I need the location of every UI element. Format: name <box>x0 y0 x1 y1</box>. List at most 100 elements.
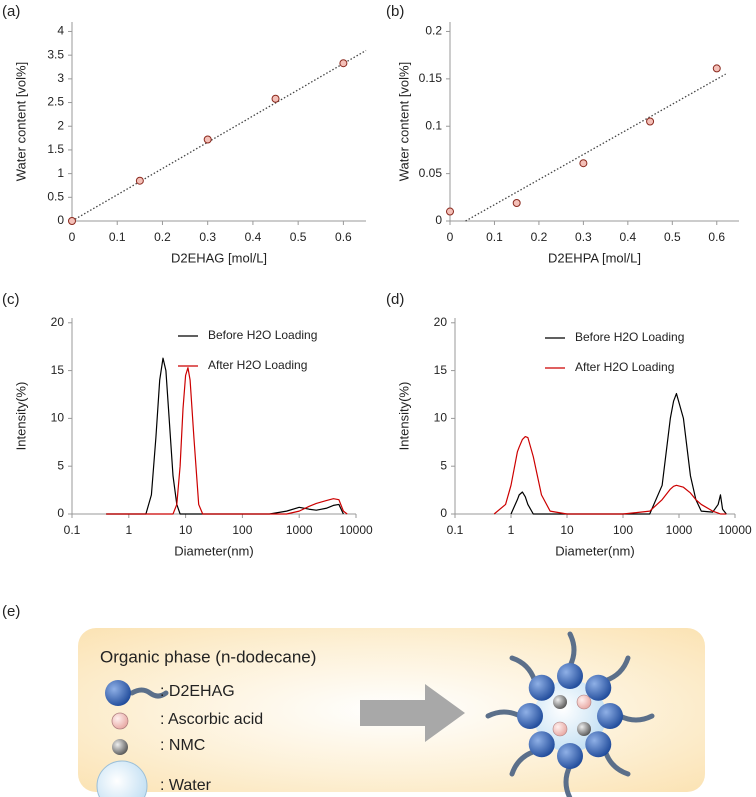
ascorbic-acid <box>576 694 592 710</box>
x-tick-label: 100 <box>613 523 633 537</box>
x-tick-label: 0.1 <box>486 230 503 244</box>
x-tick-label: 0 <box>69 230 76 244</box>
x-tick-label: 10 <box>560 523 574 537</box>
x-axis-label: D2EHPA [mol/L] <box>548 250 641 265</box>
y-tick-label: 4 <box>57 24 64 38</box>
x-tick-label: 0.1 <box>447 523 464 537</box>
data-point <box>203 135 212 144</box>
legend-label: After H2O Loading <box>575 360 674 374</box>
y-tick-label: 0.1 <box>425 118 442 132</box>
x-tick-label: 10000 <box>718 523 752 537</box>
y-axis-label: Intensity(%) <box>13 382 28 451</box>
legend-text: : NMC <box>160 737 205 754</box>
surfactant-head <box>597 703 623 729</box>
x-tick-label: 0 <box>447 230 454 244</box>
y-tick-label: 0.5 <box>47 189 64 203</box>
series-line <box>106 357 344 515</box>
surfactant-head <box>557 743 583 769</box>
panel-label: (a) <box>2 3 20 20</box>
y-tick-label: 1.5 <box>47 142 64 156</box>
x-tick-label: 0.6 <box>708 230 725 244</box>
data-point <box>646 117 655 126</box>
y-axis-label: Water content [vol%] <box>13 62 28 181</box>
ascorbic-icon <box>111 712 129 730</box>
y-tick-label: 2.5 <box>47 95 64 109</box>
x-tick-label: 10000 <box>339 523 373 537</box>
y-tick-label: 5 <box>57 458 64 472</box>
legend-label: Before H2O Loading <box>575 330 684 344</box>
y-tick-label: 0 <box>57 506 64 520</box>
surfactant-head <box>585 731 612 758</box>
trendline <box>71 49 367 222</box>
y-tick-label: 0 <box>435 213 442 227</box>
water-icon <box>96 760 148 797</box>
series-line <box>493 435 727 515</box>
y-tick-label: 3.5 <box>47 47 64 61</box>
tail-icon <box>129 687 169 699</box>
data-point <box>271 94 280 103</box>
y-tick-label: 10 <box>434 411 448 425</box>
x-tick-label: 0.1 <box>109 230 126 244</box>
x-axis-label: Diameter(nm) <box>555 543 634 558</box>
x-tick-label: 10 <box>179 523 193 537</box>
micelle <box>485 631 655 797</box>
data-point <box>339 59 348 68</box>
x-tick-label: 0.3 <box>575 230 592 244</box>
surfactant-head <box>517 703 543 729</box>
diagram: (e) Organic phase (n-dodecane) : D2EHAG … <box>2 603 705 797</box>
y-tick-label: 0 <box>440 506 447 520</box>
d2ehag-icon <box>105 680 131 706</box>
trendline <box>465 73 726 222</box>
x-tick-label: 0.2 <box>154 230 171 244</box>
x-tick-label: 0.4 <box>245 230 262 244</box>
legend-label: Before H2O Loading <box>208 328 317 342</box>
series-line <box>106 367 348 515</box>
y-tick-label: 20 <box>51 315 65 329</box>
y-tick-label: 0.2 <box>425 24 442 38</box>
x-axis-label: D2EHAG [mol/L] <box>171 250 267 265</box>
surfactant-head <box>585 674 612 701</box>
x-tick-label: 1000 <box>286 523 313 537</box>
arrow <box>360 684 465 742</box>
y-tick-label: 1 <box>57 166 64 180</box>
legend-text: : Ascorbic acid <box>160 711 263 728</box>
surfactant-head <box>528 731 555 758</box>
x-tick-label: 100 <box>232 523 252 537</box>
y-tick-label: 15 <box>434 363 448 377</box>
x-tick-label: 0.6 <box>335 230 352 244</box>
legend-text: : Water <box>160 777 212 794</box>
surfactant-head <box>557 663 583 689</box>
x-tick-label: 0.4 <box>620 230 637 244</box>
y-tick-label: 3 <box>57 71 64 85</box>
nmc <box>577 722 591 736</box>
panel-label: (c) <box>2 291 20 308</box>
y-axis-label: Intensity(%) <box>396 382 411 451</box>
diagram-title: Organic phase (n-dodecane) <box>100 647 316 666</box>
x-tick-label: 0.2 <box>531 230 548 244</box>
y-tick-label: 0.05 <box>419 166 443 180</box>
nmc <box>553 695 567 709</box>
x-tick-label: 0.5 <box>664 230 681 244</box>
y-tick-label: 10 <box>51 411 65 425</box>
y-tick-label: 0.15 <box>419 71 443 85</box>
x-tick-label: 1 <box>125 523 132 537</box>
y-tick-label: 15 <box>51 363 65 377</box>
nmc-icon <box>112 739 128 755</box>
chart: (b) 0 0.05 0.1 0.15 0.2 0 0.1 0.2 0.3 0.4 0.5 0.6 D2E… <box>386 3 739 265</box>
y-tick-label: 5 <box>440 458 447 472</box>
legend-text: : D2EHAG <box>160 683 235 700</box>
surfactant-head <box>528 674 555 701</box>
chart: (d) 0 5 10 15 20 0.1 1 10 100 1000 10000 Diameter(nm… <box>386 291 752 558</box>
series-line <box>510 392 727 515</box>
y-axis-label: Water content [vol%] <box>396 62 411 181</box>
x-tick-label: 0.5 <box>290 230 307 244</box>
y-tick-label: 20 <box>434 315 448 329</box>
panel-label: (b) <box>386 3 404 20</box>
panel-label: (e) <box>2 603 20 620</box>
x-tick-label: 1 <box>508 523 515 537</box>
x-tick-label: 0.3 <box>199 230 216 244</box>
x-axis-label: Diameter(nm) <box>174 543 253 558</box>
x-tick-label: 1000 <box>666 523 693 537</box>
panel-label: (d) <box>386 291 404 308</box>
